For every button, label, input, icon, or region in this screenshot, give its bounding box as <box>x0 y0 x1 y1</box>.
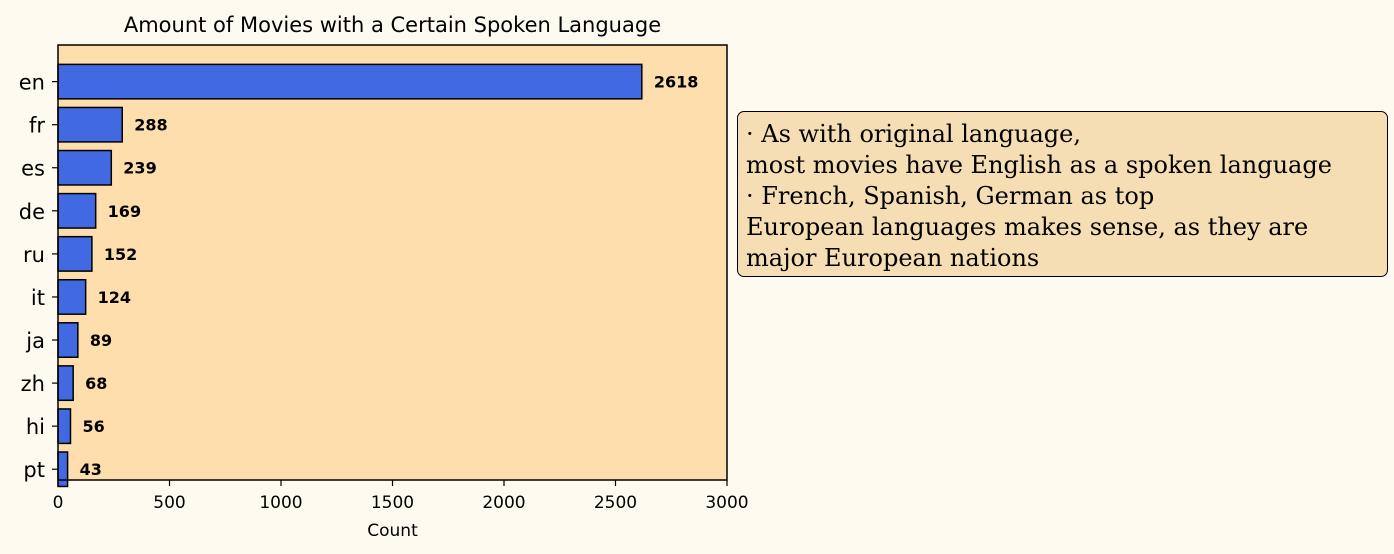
bar-en <box>57 63 643 100</box>
x-tick-label: 2000 <box>482 493 525 513</box>
y-tick-label-en: en <box>19 71 45 95</box>
chart-title: Amount of Movies with a Certain Spoken L… <box>124 13 661 37</box>
y-tick-label-pt: pt <box>23 458 45 482</box>
value-label-fr: 288 <box>134 116 167 135</box>
bars-group <box>57 63 643 488</box>
y-axis-ticks: en fr es de ru it ja zh hi pt <box>19 71 58 482</box>
x-tick-label: 500 <box>153 493 185 513</box>
bar-es <box>57 149 113 186</box>
bar-de <box>57 192 97 229</box>
x-axis-label: Count <box>367 521 418 541</box>
bar-it <box>57 278 87 315</box>
x-tick-label: 1000 <box>259 493 302 513</box>
value-label-it: 124 <box>98 288 131 307</box>
value-label-es: 239 <box>123 159 156 178</box>
value-label-pt: 43 <box>80 460 102 479</box>
annotation-box: · As with original language, most movies… <box>737 111 1388 277</box>
annotation-line: European languages makes sense, as they … <box>746 213 1309 241</box>
bar-ja <box>57 322 79 359</box>
annotation-line: major European nations <box>746 244 1040 272</box>
value-label-ja: 89 <box>90 331 112 350</box>
y-tick-label-ru: ru <box>23 243 45 267</box>
x-tick-label: 1500 <box>371 493 414 513</box>
x-axis-ticks: 0 500 1000 1500 2000 2500 3000 <box>53 480 749 513</box>
bar-ru <box>57 235 93 272</box>
value-label-hi: 56 <box>82 417 104 436</box>
value-labels-group: 2618 288 239 169 152 124 89 68 56 43 <box>80 73 699 480</box>
x-tick-label: 2500 <box>594 493 637 513</box>
bar-hi <box>57 408 72 445</box>
bar-fr <box>57 106 123 143</box>
annotation-line: most movies have English as a spoken lan… <box>746 151 1332 179</box>
y-tick-label-zh: zh <box>21 372 45 396</box>
value-label-zh: 68 <box>85 374 107 393</box>
y-tick-label-es: es <box>21 157 45 181</box>
y-tick-label-it: it <box>31 286 45 310</box>
bar-zh <box>57 365 74 402</box>
bar-pt <box>57 451 69 488</box>
value-label-ru: 152 <box>104 245 137 264</box>
plot-area <box>58 45 727 480</box>
value-label-en: 2618 <box>654 73 699 92</box>
y-tick-label-ja: ja <box>25 329 45 353</box>
annotation-line: · As with original language, <box>746 120 1081 148</box>
x-tick-label: 0 <box>53 493 64 513</box>
x-tick-label: 3000 <box>705 493 748 513</box>
plot-frame <box>57 44 728 481</box>
y-tick-label-hi: hi <box>26 415 45 439</box>
y-tick-label-fr: fr <box>29 114 45 138</box>
annotation-line: · French, Spanish, German as top <box>746 182 1155 210</box>
value-label-de: 169 <box>108 202 141 221</box>
y-tick-label-de: de <box>19 200 45 224</box>
